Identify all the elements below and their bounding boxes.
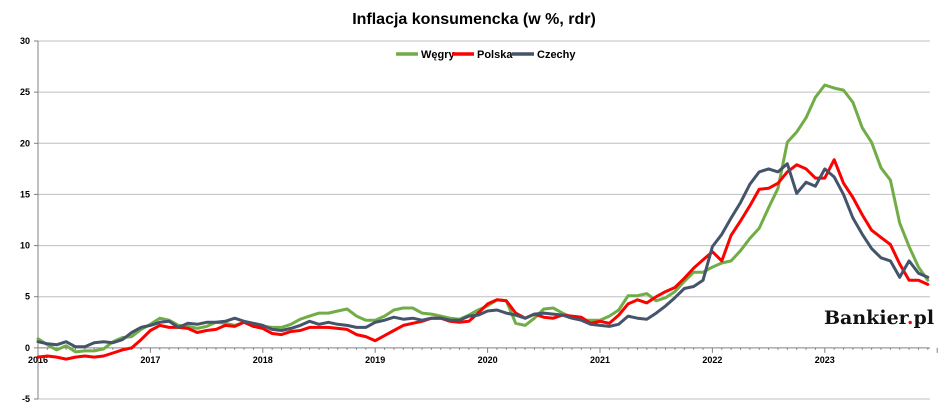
y-tick-label: 5 xyxy=(25,292,30,302)
x-axis: 2016 2017 2018 2019 2020 2021 2022 2023 xyxy=(28,347,938,365)
y-tick-label: 25 xyxy=(20,87,30,97)
x-tick-label: 2021 xyxy=(590,355,610,365)
y-axis: -5 0 5 10 15 20 25 30 xyxy=(20,36,39,404)
y-tick-label: 0 xyxy=(25,343,30,353)
y-tick-label: 30 xyxy=(20,36,30,46)
legend-item-czechy: Czechy xyxy=(512,49,576,61)
chart-title: Inflacja konsumencka (w %, rdr) xyxy=(352,11,596,28)
legend-label-czechy: Czechy xyxy=(537,49,576,61)
x-tick-label: 2022 xyxy=(702,355,722,365)
y-tick-label: 20 xyxy=(20,138,30,148)
legend-label-wegry: Węgry xyxy=(421,49,456,61)
legend-item-polska: Polska xyxy=(452,49,513,61)
x-tick-label: 2017 xyxy=(140,355,160,365)
legend-label-polska: Polska xyxy=(477,49,513,61)
series-line-czechy xyxy=(36,162,930,349)
legend-item-wegry: Węgry xyxy=(396,49,456,61)
series-lines xyxy=(36,83,930,361)
bankier-logo: Bankier.pl xyxy=(824,307,934,329)
y-tick-label: 10 xyxy=(20,241,30,251)
bankier-logo-text: Bankier.pl xyxy=(824,307,934,329)
x-tick-label: 2016 xyxy=(28,355,48,365)
y-tick-label: 15 xyxy=(20,189,30,199)
x-tick-label: 2020 xyxy=(478,355,498,365)
x-tick-label: 2023 xyxy=(815,355,835,365)
gridlines xyxy=(38,40,930,400)
x-tick-label: 2018 xyxy=(253,355,273,365)
y-tick-label: -5 xyxy=(22,394,30,404)
series-line-polska xyxy=(36,158,930,361)
x-tick-label: 2019 xyxy=(365,355,385,365)
legend: Węgry Polska Czechy xyxy=(396,49,576,61)
